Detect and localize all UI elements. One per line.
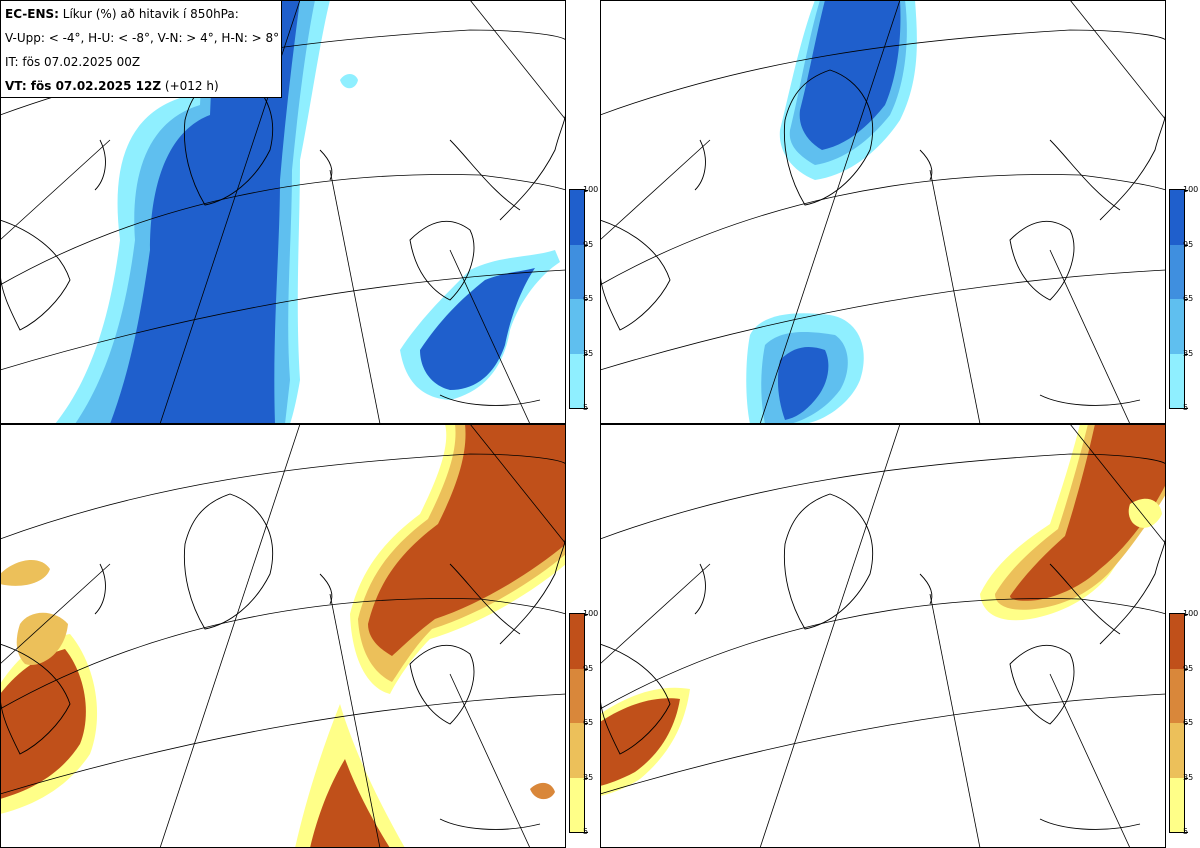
map-panel-bottom-right bbox=[600, 424, 1166, 848]
colorbar-tick-label: 95 bbox=[1183, 239, 1194, 249]
colorbar-tick-label: 65 bbox=[1183, 718, 1194, 727]
colorbar-tick bbox=[1184, 408, 1188, 409]
colorbar-tick-label: 95 bbox=[583, 239, 594, 249]
colorbar-tick-label: 65 bbox=[583, 718, 594, 727]
colorbar-tick-label: 35 bbox=[1183, 772, 1194, 782]
colorbar-tick-label: 35 bbox=[583, 772, 594, 782]
colorbar-segment bbox=[570, 777, 584, 832]
colorbar-tick bbox=[584, 299, 588, 300]
map-panel-top-left: EC-ENS: Líkur (%) að hitavik í 850hPa: V… bbox=[0, 0, 566, 424]
colorbar-tick bbox=[1184, 668, 1188, 670]
colorbar-tick-label: 35 bbox=[583, 348, 594, 358]
map-panel-top-right bbox=[600, 0, 1166, 424]
info-title-bold: EC-ENS: bbox=[5, 7, 59, 21]
colorbar-tick bbox=[584, 190, 588, 191]
colorbar-tick bbox=[584, 723, 588, 724]
colorbar-segment bbox=[1170, 244, 1184, 299]
colorbar-tick-label: 100 bbox=[1183, 185, 1199, 194]
colorbar-segment bbox=[1170, 614, 1184, 669]
info-legend: V-Upp: < -4°, H-U: < -8°, V-N: > 4°, H-N… bbox=[5, 31, 280, 45]
colorbar-segment bbox=[570, 244, 584, 299]
map-top-right bbox=[600, 0, 1166, 424]
info-title: EC-ENS: Líkur (%) að hitavik í 850hPa: bbox=[5, 7, 239, 21]
colorbar-tick bbox=[1184, 353, 1188, 355]
colorbar-tick-label: 35 bbox=[1183, 348, 1194, 358]
colorbar-tick bbox=[584, 777, 588, 779]
colorbar-tick bbox=[1184, 299, 1188, 300]
colorbar-tick bbox=[584, 244, 588, 246]
colorbar-segment bbox=[1170, 777, 1184, 832]
info-vt-rest: (+012 h) bbox=[164, 79, 219, 93]
colorbar-tick bbox=[584, 668, 588, 670]
colorbar-tick-label: 65 bbox=[583, 294, 594, 303]
map-panel-bottom-left bbox=[0, 424, 566, 848]
colorbar-tick-label: 100 bbox=[1183, 609, 1199, 618]
map-bottom-left bbox=[0, 424, 566, 848]
info-vt-bold: VT: fös 07.02.2025 12Z bbox=[5, 79, 162, 93]
colorbar-tick bbox=[1184, 723, 1188, 724]
colorbar-tick bbox=[1184, 614, 1188, 615]
colorbar-segment bbox=[570, 668, 584, 723]
colorbar-segment bbox=[1170, 723, 1184, 778]
colorbar-segment bbox=[570, 353, 584, 408]
colorbar-tick bbox=[584, 832, 588, 833]
colorbar-segment bbox=[1170, 190, 1184, 245]
colorbar-tick-label: 5 bbox=[1183, 403, 1189, 412]
colorbar-tick bbox=[584, 408, 588, 409]
prob-area-warm-small-2 bbox=[530, 782, 555, 800]
colorbar-tick bbox=[1184, 777, 1188, 779]
colorbar-tick bbox=[584, 353, 588, 355]
colorbar-segment bbox=[1170, 668, 1184, 723]
colorbar-tick-label: 100 bbox=[583, 185, 599, 194]
colorbar-tick-label: 95 bbox=[1183, 663, 1194, 673]
map-bottom-right bbox=[600, 424, 1166, 848]
colorbar-tick bbox=[1184, 190, 1188, 191]
colorbar-tick-label: 5 bbox=[583, 827, 589, 836]
colorbar-tick bbox=[1184, 832, 1188, 833]
colorbar-tick-label: 5 bbox=[583, 403, 589, 412]
info-initial-time: IT: fös 07.02.2025 00Z bbox=[5, 55, 141, 69]
colorbar-segment bbox=[570, 190, 584, 245]
colorbar-segment bbox=[1170, 353, 1184, 408]
prob-area-cold-small bbox=[340, 74, 358, 89]
colorbar-warm-left bbox=[569, 613, 585, 833]
colorbar-tick-label: 5 bbox=[1183, 827, 1189, 836]
colorbar-tick bbox=[584, 614, 588, 615]
colorbar-tick-label: 100 bbox=[583, 609, 599, 618]
colorbar-segment bbox=[570, 299, 584, 354]
prob-area-cold-ne-inner bbox=[420, 268, 535, 390]
prob-area-warm-small-1 bbox=[0, 559, 50, 586]
colorbar-segment bbox=[1170, 299, 1184, 354]
info-valid-time: VT: fös 07.02.2025 12Z (+012 h) bbox=[5, 79, 219, 93]
colorbar-segment bbox=[570, 614, 584, 669]
colorbar-tick bbox=[1184, 244, 1188, 246]
colorbar-segment bbox=[570, 723, 584, 778]
info-title-rest: Líkur (%) að hitavik í 850hPa: bbox=[62, 7, 239, 21]
colorbar-tick-label: 65 bbox=[1183, 294, 1194, 303]
colorbar-tick-label: 95 bbox=[583, 663, 594, 673]
info-box: EC-ENS: Líkur (%) að hitavik í 850hPa: V… bbox=[0, 0, 282, 98]
